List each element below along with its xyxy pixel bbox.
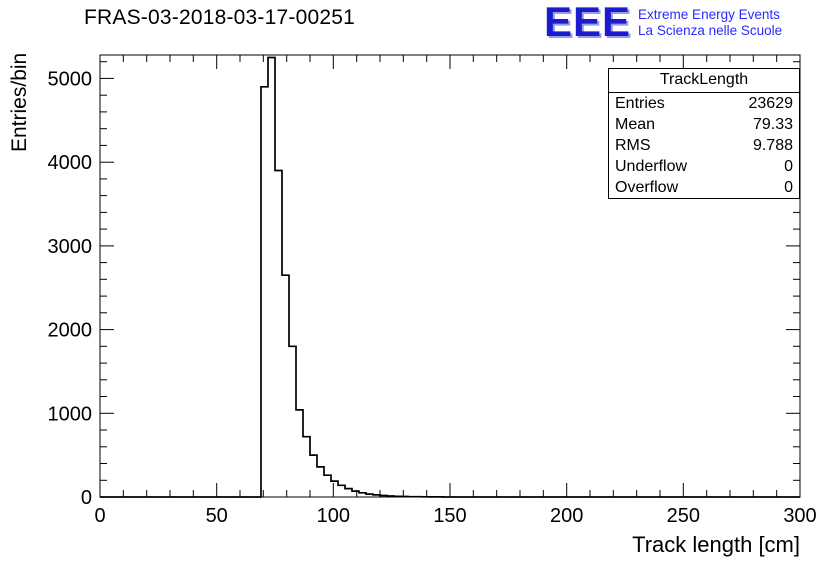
x-tick-label: 50	[206, 505, 228, 527]
x-tick-labels: 0 50 100 150 200 250 300	[94, 505, 816, 527]
x-tick-label: 250	[667, 505, 700, 527]
stats-row-entries: Entries 23629	[609, 93, 799, 114]
eee-logo-line2: La Scienza nelle Scuole	[638, 23, 783, 38]
stats-label: RMS	[615, 137, 651, 154]
x-axis-title: Track length [cm]	[632, 532, 800, 557]
stats-row-rms: RMS 9.788	[609, 135, 799, 156]
y-tick-label: 3000	[48, 236, 93, 258]
stats-row-mean: Mean 79.33	[609, 114, 799, 135]
stats-value: 0	[784, 179, 793, 196]
stats-label: Overflow	[615, 179, 679, 196]
y-tick-label: 5000	[48, 68, 93, 90]
x-tick-label: 300	[783, 505, 816, 527]
x-tick-label: 0	[94, 505, 105, 527]
y-tick-labels: 0 1000 2000 3000 4000 5000	[48, 68, 93, 509]
chart-title: FRAS-03-2018-03-17-00251	[84, 6, 355, 29]
stats-row-overflow: Overflow 0	[609, 177, 799, 198]
histogram-outline	[100, 56, 800, 498]
stats-value: 0	[784, 158, 793, 175]
x-tick-label: 200	[550, 505, 583, 527]
x-tick-label: 100	[317, 505, 350, 527]
eee-logo-letters: EEE	[544, 0, 632, 45]
stats-label: Mean	[615, 116, 656, 133]
eee-logo-line1: Extreme Energy Events	[638, 7, 780, 22]
eee-logo-caption: Extreme Energy Events La Scienza nelle S…	[638, 7, 782, 39]
stats-row-underflow: Underflow 0	[609, 156, 799, 177]
x-ticks	[99, 55, 801, 497]
stats-value: 9.788	[752, 137, 793, 154]
stats-box: TrackLength Entries 23629 Mean 79.33 RMS…	[608, 68, 800, 199]
y-tick-label: 2000	[48, 320, 93, 342]
stats-label: Entries	[615, 95, 665, 112]
y-axis-title: Entries/bin	[8, 52, 31, 152]
y-tick-label: 1000	[48, 403, 93, 425]
x-tick-label: 150	[433, 505, 466, 527]
eee-logo: EEE Extreme Energy Events La Scienza nel…	[544, 0, 782, 44]
stats-value: 23629	[748, 95, 794, 112]
y-tick-label: 4000	[48, 152, 93, 174]
stats-label: Underflow	[615, 158, 688, 175]
y-tick-label: 0	[81, 487, 92, 509]
stats-box-title: TrackLength	[609, 69, 799, 93]
stats-value: 79.33	[752, 116, 793, 133]
